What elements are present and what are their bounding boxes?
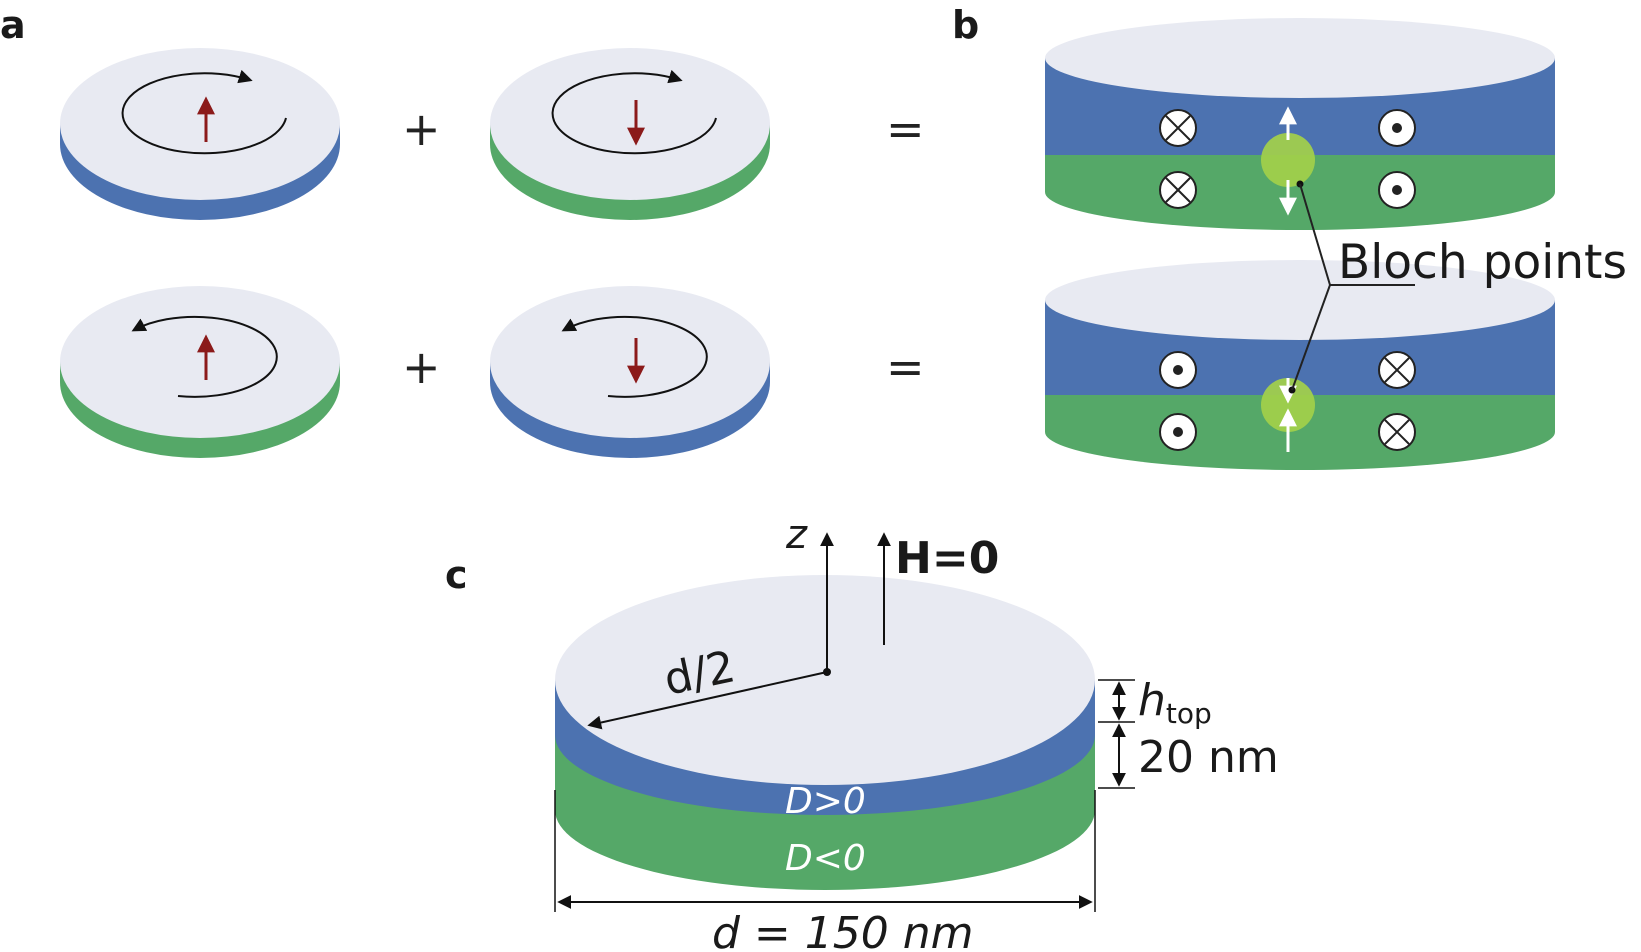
bilayer-cylinder-bottom [1045, 260, 1555, 470]
out-of-page-icon [1159, 413, 1197, 451]
bloch-points-callout [1291, 183, 1415, 391]
equals-sign: = [886, 102, 925, 156]
out-of-page-icon [1378, 171, 1416, 209]
z-axis-label: z [785, 512, 808, 558]
circulation-arrow-icon [551, 69, 717, 155]
disk-a3-green [60, 286, 340, 458]
into-page-icon [1378, 351, 1416, 389]
circulation-arrow-icon [121, 69, 287, 155]
thickness-dimension [1098, 679, 1135, 789]
panel-b-label: b [952, 3, 979, 47]
h-top-label: htop [1138, 675, 1212, 730]
circulation-arrow-icon [561, 315, 708, 398]
thickness-label: 20 nm [1138, 732, 1279, 783]
equals-sign: = [886, 340, 925, 394]
circulation-arrow-icon [131, 315, 278, 398]
disk-a4-blue [490, 286, 770, 458]
bloch-points-label: Bloch points [1338, 235, 1627, 290]
bloch-point-icon [1261, 378, 1315, 452]
bottom-layer-label: D<0 [785, 838, 866, 879]
into-page-icon [1159, 171, 1197, 209]
diameter-label: d = 150 nm [712, 908, 974, 952]
bloch-point-icon [1261, 106, 1315, 216]
into-page-icon [1378, 413, 1416, 451]
top-layer-label: D>0 [785, 781, 866, 822]
into-page-icon [1159, 109, 1197, 147]
panel-a-label: a [0, 3, 26, 47]
out-of-page-icon [1378, 109, 1416, 147]
plus-sign: + [402, 340, 441, 394]
panel-c-label: c [445, 553, 468, 597]
field-label: H=0 [895, 533, 999, 584]
bilayer-cylinder-top [1045, 18, 1555, 230]
plus-sign: + [402, 102, 441, 156]
bilayer-disk-c [555, 575, 1095, 890]
out-of-page-icon [1159, 351, 1197, 389]
radius-arrow [587, 671, 828, 730]
diameter-dimension [554, 790, 1096, 912]
disk-a1-blue [60, 48, 340, 220]
disk-a2-green [490, 48, 770, 220]
